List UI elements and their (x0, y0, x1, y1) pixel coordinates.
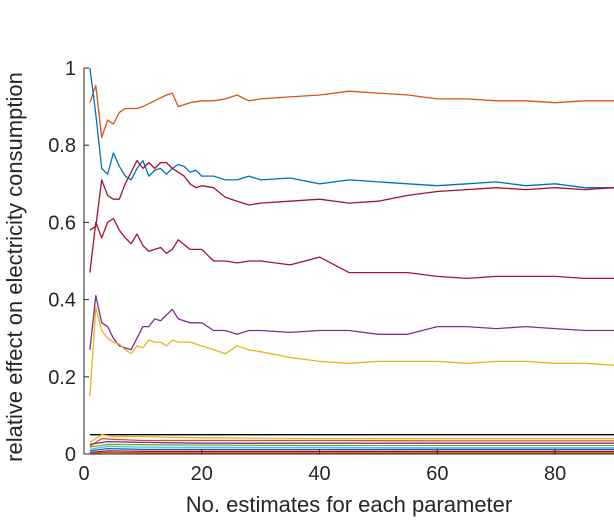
y-tick-label: 1 (65, 58, 76, 80)
y-tick-label: 0.8 (48, 135, 76, 157)
series-line-9 (89, 437, 614, 447)
x-ticks: 0 20 40 60 80 (78, 449, 566, 485)
series-line-5 (89, 295, 614, 351)
axes (83, 68, 614, 455)
y-ticks: 0 0.2 0.4 0.6 0.8 1 (48, 58, 89, 466)
y-tick-label: 0.4 (48, 290, 76, 312)
y-tick-label: 0.2 (48, 367, 76, 389)
series-line-12 (89, 445, 614, 451)
series-line-4 (89, 217, 614, 280)
y-tick-label: 0 (65, 444, 76, 466)
series-line-10 (89, 440, 614, 446)
plot-area (89, 67, 614, 454)
x-tick-label: 80 (544, 463, 566, 485)
series-line-8 (89, 434, 614, 443)
y-axis-label: relative effect on electricity consumpti… (2, 72, 27, 462)
series-line-3 (89, 159, 614, 231)
x-axis-label: No. estimates for each parameter (186, 492, 512, 517)
series-line-14 (89, 450, 614, 454)
series-line-11 (89, 443, 614, 448)
x-tick-label: 20 (191, 463, 213, 485)
series-line-6 (89, 306, 614, 397)
x-tick-label: 40 (308, 463, 330, 485)
series-line-1 (89, 84, 614, 139)
x-tick-label: 60 (426, 463, 448, 485)
series-line-13 (89, 447, 614, 452)
series-line-15 (89, 451, 614, 454)
series-line-2 (89, 67, 614, 189)
y-tick-label: 0.6 (48, 212, 76, 234)
x-tick-label: 0 (78, 463, 89, 485)
